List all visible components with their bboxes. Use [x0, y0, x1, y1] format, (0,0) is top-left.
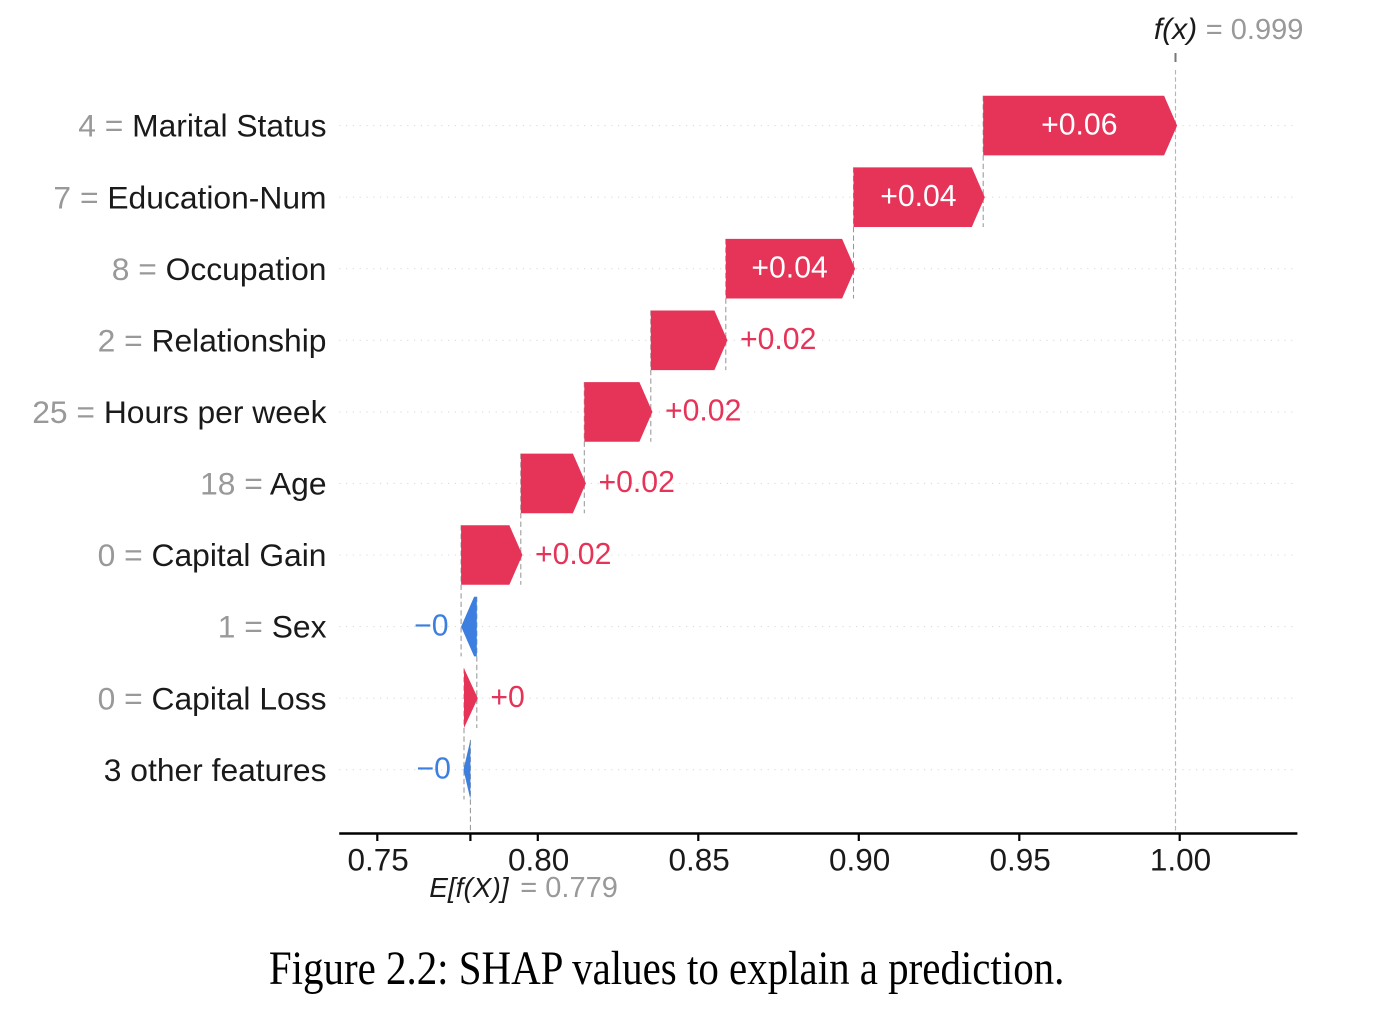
svg-text:0.90: 0.90 [829, 841, 890, 877]
svg-text:0.85: 0.85 [668, 841, 729, 877]
svg-text:25 = Hours per week: 25 = Hours per week [32, 394, 326, 430]
svg-text:+0: +0 [490, 681, 524, 714]
svg-text:4 = Marital Status: 4 = Marital Status [78, 108, 326, 144]
svg-text:+0.02: +0.02 [535, 538, 611, 571]
svg-text:+0.02: +0.02 [599, 466, 675, 499]
svg-text:7 = Education-Num: 7 = Education-Num [53, 179, 326, 215]
svg-text:f(x): f(x) [1154, 13, 1197, 46]
svg-text:0.75: 0.75 [347, 841, 408, 877]
svg-text:+0.04: +0.04 [880, 180, 956, 213]
svg-text:= 0.779: = 0.779 [520, 872, 618, 904]
svg-text:−0: −0 [414, 609, 448, 642]
svg-text:= 0.999: = 0.999 [1206, 14, 1304, 46]
svg-text:0 = Capital Gain: 0 = Capital Gain [98, 537, 327, 573]
svg-text:+0.02: +0.02 [665, 395, 741, 428]
svg-text:−0: −0 [416, 753, 450, 786]
svg-text:8 = Occupation: 8 = Occupation [112, 251, 327, 287]
svg-text:+0.02: +0.02 [740, 323, 816, 356]
svg-text:0 = Capital Loss: 0 = Capital Loss [98, 680, 327, 716]
svg-text:2 = Relationship: 2 = Relationship [98, 322, 327, 358]
svg-text:Figure 2.2: SHAP values to exp: Figure 2.2: SHAP values to explain a pre… [269, 942, 1065, 995]
svg-text:1.00: 1.00 [1150, 841, 1211, 877]
svg-text:+0.06: +0.06 [1041, 108, 1117, 141]
svg-text:18 = Age: 18 = Age [200, 466, 326, 502]
svg-text:E[f(X)]: E[f(X)] [429, 872, 510, 903]
svg-text:0.80: 0.80 [508, 841, 569, 877]
svg-text:1 = Sex: 1 = Sex [218, 609, 327, 645]
svg-text:0.95: 0.95 [989, 841, 1050, 877]
svg-text:3 other features: 3 other features [104, 752, 327, 788]
svg-text:+0.04: +0.04 [751, 252, 827, 285]
